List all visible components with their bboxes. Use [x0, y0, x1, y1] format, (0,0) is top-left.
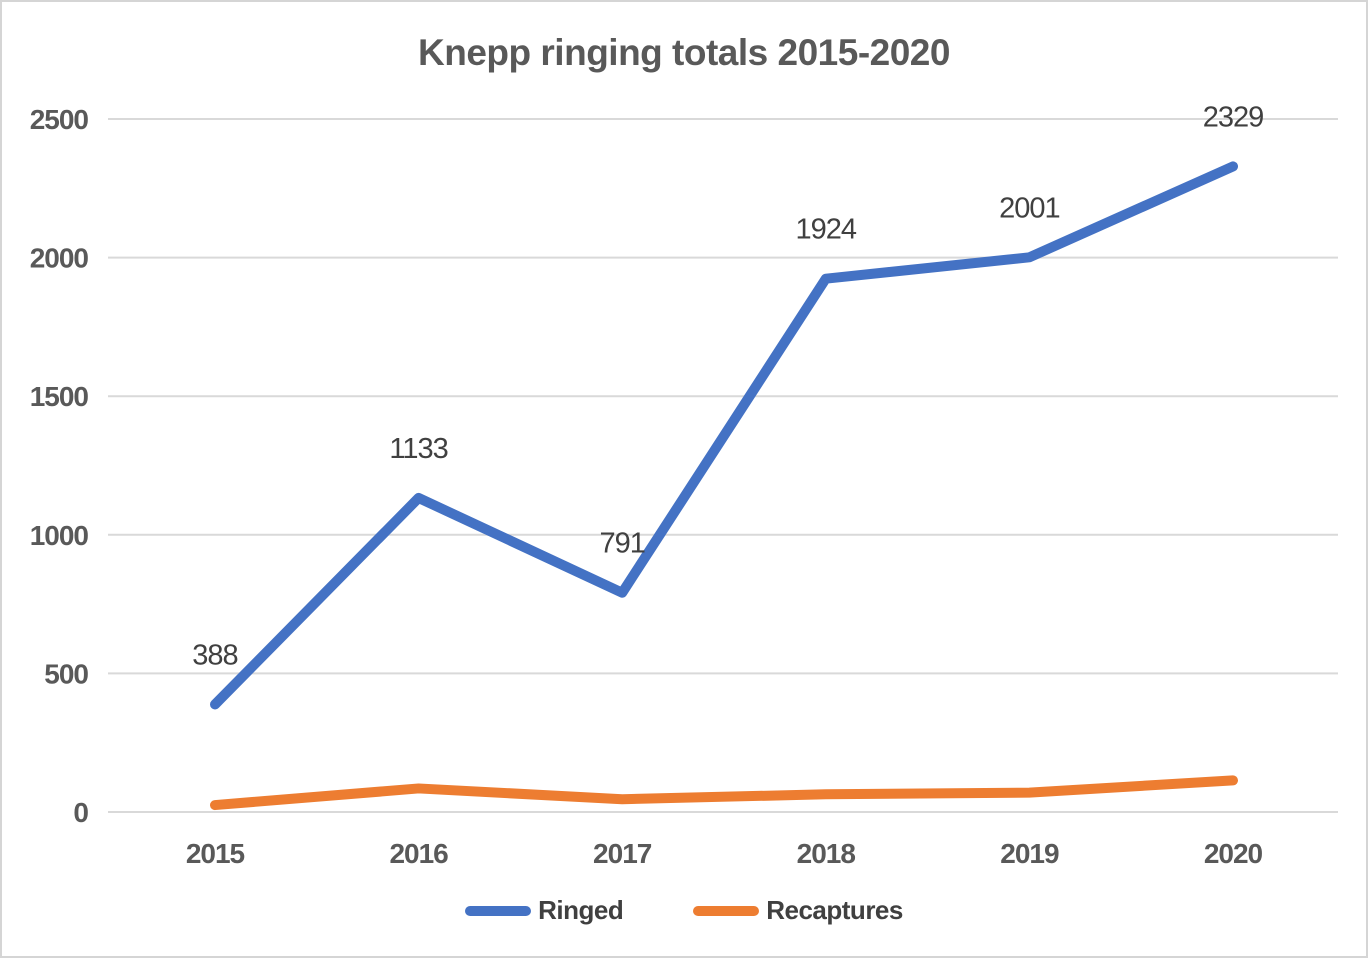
x-axis-label: 2018 [797, 838, 856, 869]
y-tick-label: 1500 [30, 381, 89, 412]
data-label: 388 [192, 639, 237, 671]
legend-swatch-recaptures [693, 905, 760, 916]
y-tick-label: 2000 [30, 243, 89, 274]
x-axis-label: 2019 [1000, 838, 1059, 869]
legend-label: Ringed [538, 895, 624, 925]
x-axis-label: 2015 [186, 838, 245, 869]
legend-label: Recaptures [766, 895, 903, 925]
x-axis-label: 2020 [1204, 838, 1263, 869]
chart-legend: Ringed Recaptures [2, 895, 1366, 926]
legend-item-recaptures: Recaptures [693, 895, 903, 926]
y-tick-label: 500 [44, 658, 88, 689]
legend-item-ringed: Ringed [465, 895, 624, 926]
data-label: 2329 [1203, 101, 1264, 133]
legend-swatch-ringed [465, 905, 532, 916]
x-axis-label: 2017 [593, 838, 652, 869]
data-label: 1133 [389, 433, 447, 465]
chart-title: Knepp ringing totals 2015-2020 [418, 32, 950, 73]
x-axis-label: 2016 [389, 838, 448, 869]
series-line-recaptures [210, 775, 1238, 811]
y-tick-label: 2500 [30, 104, 89, 135]
data-label: 2001 [999, 192, 1060, 224]
data-label: 791 [600, 528, 645, 560]
y-tick-label: 0 [73, 797, 88, 828]
y-tick-label: 1000 [30, 520, 89, 551]
data-label: 1924 [796, 214, 857, 246]
series-line-ringed [210, 161, 1238, 710]
